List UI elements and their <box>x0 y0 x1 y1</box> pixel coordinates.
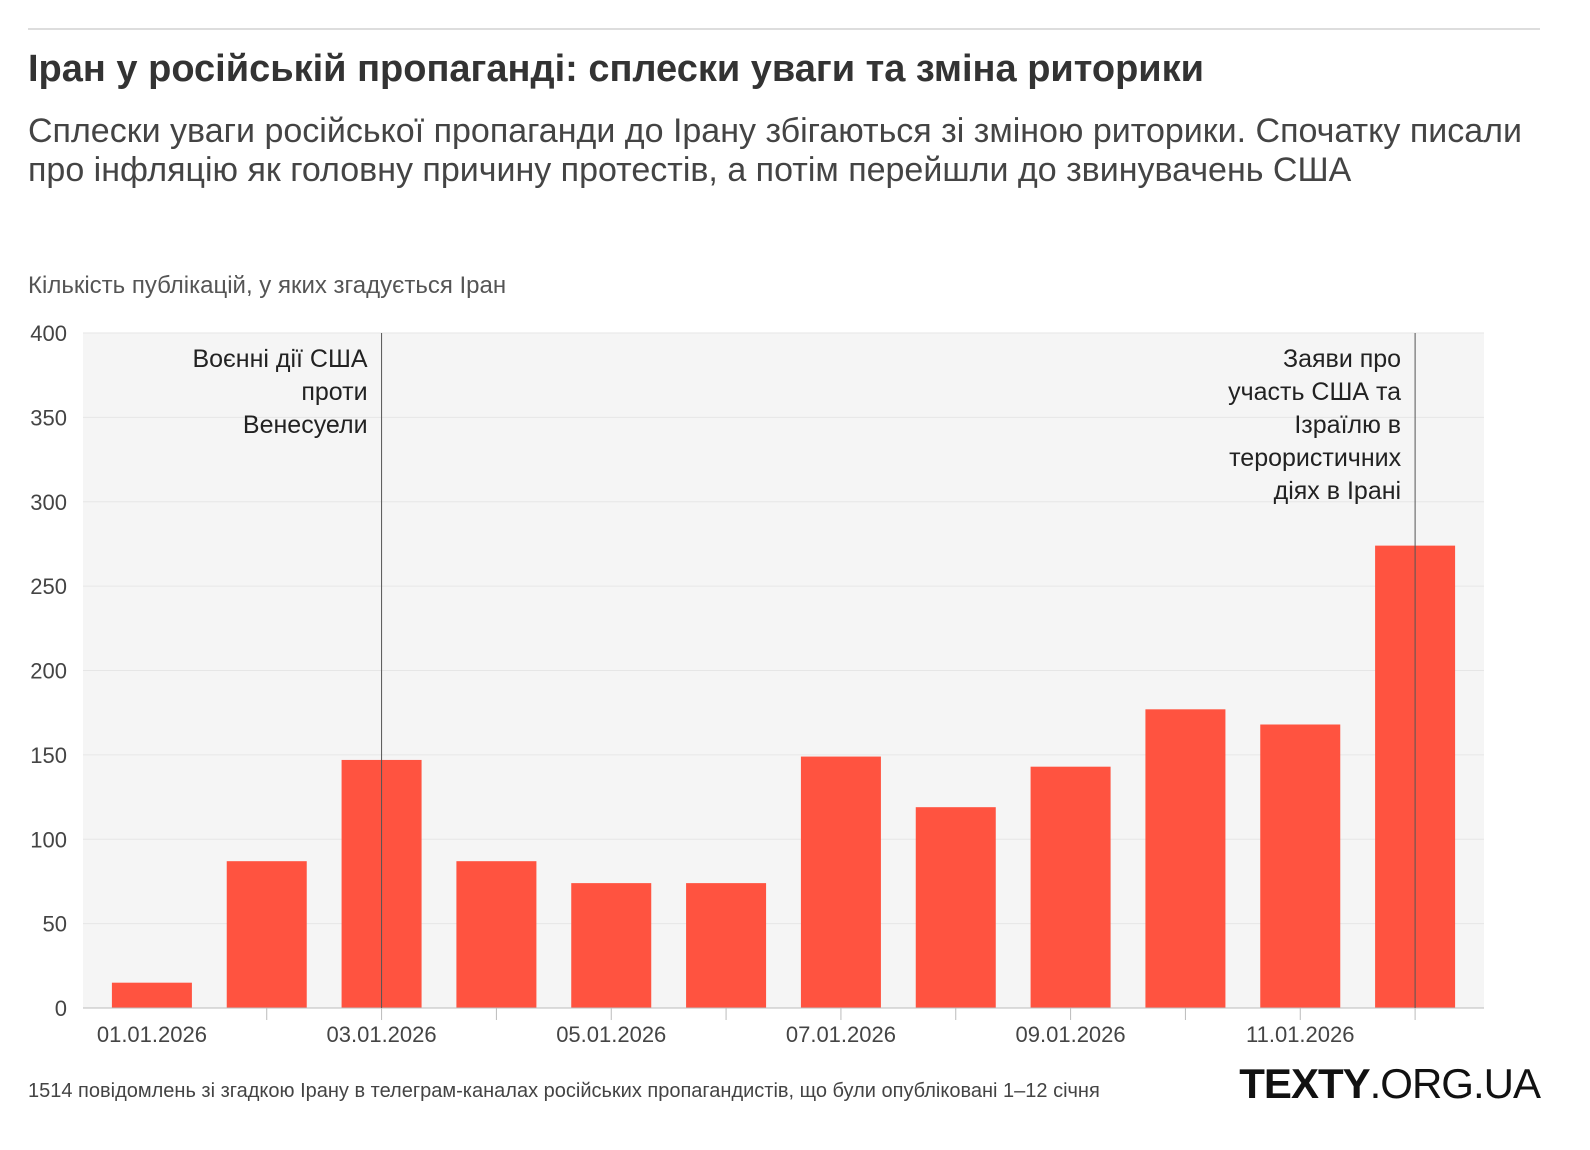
y-tick-label: 200 <box>30 659 67 684</box>
annotation-text: Венесуели <box>243 411 368 439</box>
chart-subtitle: Сплески уваги російської пропаганди до І… <box>28 112 1522 189</box>
y-axis-label: Кількість публікацій, у яких згадується … <box>28 272 507 299</box>
bar-08.01.2026 <box>915 807 996 1008</box>
x-tick-label: 05.01.2026 <box>556 1022 666 1047</box>
x-tick-label: 01.01.2026 <box>97 1022 207 1047</box>
annotation-text: проти <box>301 378 367 406</box>
y-tick-label: 50 <box>43 912 67 937</box>
bar-10.01.2026 <box>1145 709 1226 1008</box>
bar-01.01.2026 <box>111 982 192 1008</box>
y-tick-label: 300 <box>30 490 67 515</box>
bar-11.01.2026 <box>1260 724 1341 1008</box>
bar-04.01.2026 <box>456 861 537 1008</box>
x-tick-label: 09.01.2026 <box>1016 1022 1126 1047</box>
top-rule <box>28 28 1540 30</box>
y-tick-label: 350 <box>30 405 67 430</box>
y-tick-label: 150 <box>30 743 67 768</box>
y-tick-label: 400 <box>30 321 67 346</box>
x-tick-label: 11.01.2026 <box>1246 1022 1354 1047</box>
x-tick-label: 07.01.2026 <box>786 1022 896 1047</box>
annotation-text: Ізраїлю в <box>1294 411 1401 439</box>
chart-title: Іран у російській пропаганді: сплески ув… <box>28 48 1205 90</box>
annotation-text: Заяви про <box>1283 345 1401 373</box>
bar-07.01.2026 <box>800 756 881 1008</box>
annotation-text: діях в Ірані <box>1274 477 1401 505</box>
bar-02.01.2026 <box>226 861 307 1008</box>
bar-09.01.2026 <box>1030 766 1111 1008</box>
x-tick-label: 03.01.2026 <box>327 1022 437 1047</box>
y-tick-label: 250 <box>30 574 67 599</box>
footnote: 1514 повідомлень зі згадкою Ірану в теле… <box>28 1080 1100 1102</box>
texty-logo: TEXTY.ORG.UA <box>1239 1060 1541 1107</box>
bar-06.01.2026 <box>686 883 767 1008</box>
annotation-text: терористичних <box>1229 444 1401 472</box>
annotation-text: Воєнні дії США <box>192 345 367 373</box>
annotation-text: участь США та <box>1228 378 1401 406</box>
y-tick-label: 0 <box>55 996 67 1021</box>
y-tick-label: 100 <box>30 827 67 852</box>
bar-05.01.2026 <box>571 883 652 1008</box>
